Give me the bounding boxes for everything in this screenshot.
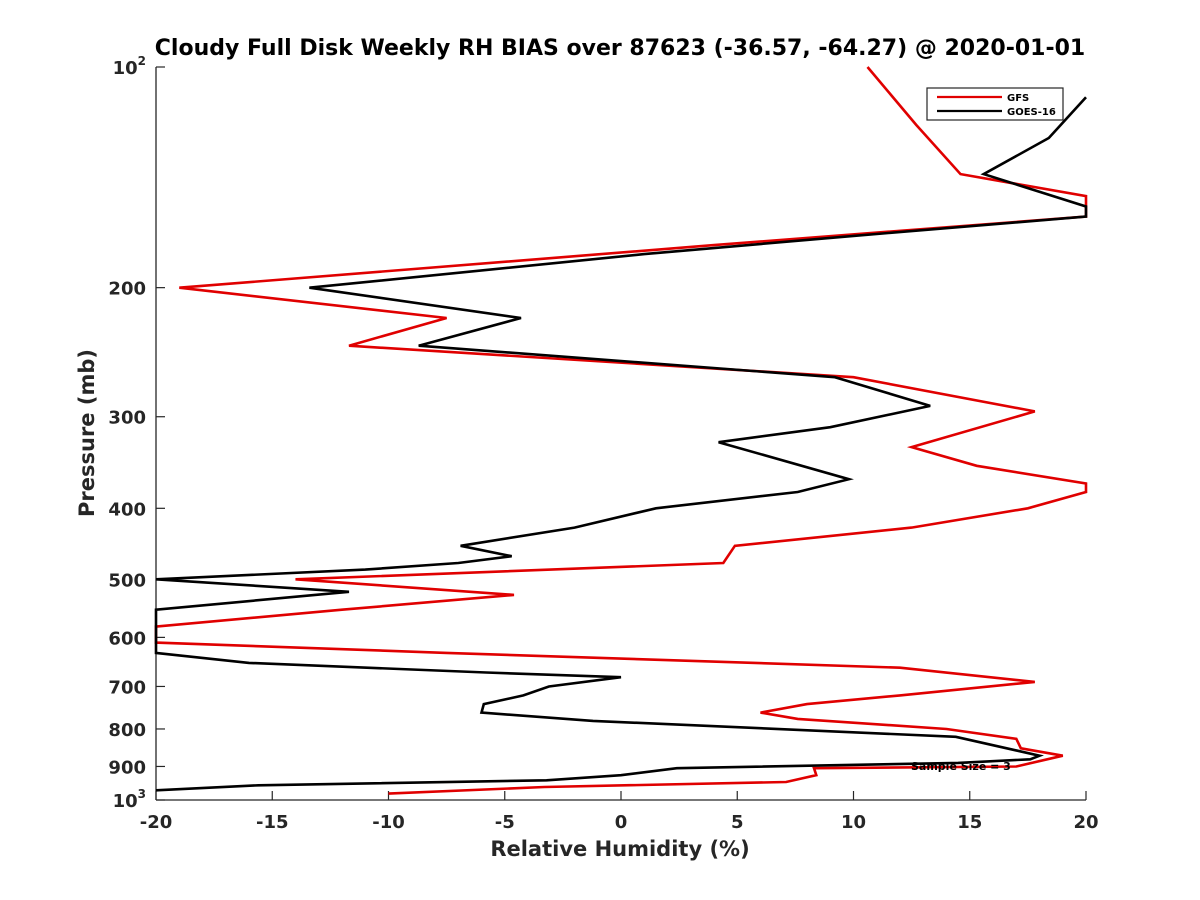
y-tick-label: 800 [108, 720, 146, 741]
y-tick-label: 700 [108, 677, 146, 698]
y-tick-label: 400 [108, 499, 146, 520]
x-tick-label: -15 [256, 812, 289, 833]
sample-size-annotation: Sample Size = 3 [911, 760, 1011, 773]
x-tick-label: -10 [372, 812, 405, 833]
legend-box [926, 87, 1064, 121]
legend[interactable]: GFS GOES-16 [926, 87, 1064, 121]
y-axis-label: Pressure (mb) [75, 349, 99, 517]
x-tick-label: 5 [731, 812, 744, 833]
y-tick-label: 200 [108, 279, 146, 300]
y-tick-label: 600 [108, 628, 146, 649]
x-tick-label: 20 [1073, 812, 1098, 833]
series-line-gfs [154, 66, 1088, 795]
x-tick-label: -5 [495, 812, 515, 833]
x-tick-label: 15 [957, 812, 982, 833]
chart-title: Cloudy Full Disk Weekly RH BIAS over 876… [155, 36, 1085, 61]
y-tick-label: 500 [108, 570, 146, 591]
x-axis-label: Relative Humidity (%) [490, 837, 749, 861]
series-line-goes16 [154, 96, 1088, 792]
legend-label-goes16: GOES-16 [1007, 107, 1056, 118]
x-axis-ticks: -20 -15 -10 -5 0 5 10 15 20 [140, 791, 1099, 833]
y-tick-label: 102 [113, 54, 146, 79]
x-tick-label: -20 [140, 812, 173, 833]
x-tick-label: 0 [615, 812, 628, 833]
series-layer [154, 66, 1088, 795]
legend-label-gfs: GFS [1007, 93, 1029, 104]
y-tick-label: 103 [113, 787, 146, 812]
x-tick-label: 10 [841, 812, 866, 833]
y-tick-label: 900 [108, 757, 146, 778]
y-tick-label: 300 [108, 408, 146, 429]
